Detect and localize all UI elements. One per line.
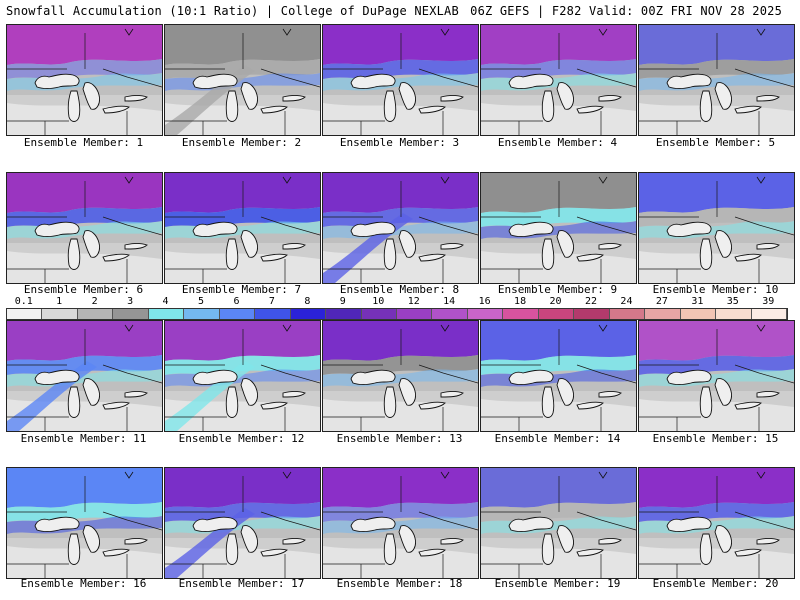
colorbar-tick-label: 5 xyxy=(197,296,205,307)
ensemble-map-panel xyxy=(164,24,321,136)
ensemble-map-panel xyxy=(480,320,637,432)
panel-label: Ensemble Member: 19 xyxy=(494,577,621,590)
colorbar-tick-label: 1 xyxy=(56,296,63,307)
colorbar-tick-label: 6 xyxy=(233,296,240,307)
panel-label: Ensemble Member: 6 xyxy=(23,283,144,296)
ensemble-map-panel xyxy=(480,24,637,136)
colorbar xyxy=(6,308,788,320)
ensemble-map-panel xyxy=(480,467,637,579)
colorbar-tick-label: 18 xyxy=(514,296,527,307)
colorbar-tick-label: 20 xyxy=(549,296,562,307)
ensemble-map-panel xyxy=(638,320,795,432)
colorbar-swatch xyxy=(113,309,149,319)
ensemble-map-panel xyxy=(164,467,321,579)
colorbar-tick-label: 22 xyxy=(584,296,598,307)
colorbar-swatch xyxy=(326,309,362,319)
panel-label: Ensemble Member: 11 xyxy=(20,432,147,445)
colorbar-tick-label: 2 xyxy=(91,296,98,307)
panel-label: Ensemble Member: 12 xyxy=(178,432,305,445)
panel-label: Ensemble Member: 14 xyxy=(494,432,621,445)
panel-label: Ensemble Member: 8 xyxy=(339,283,460,296)
panel-label: Ensemble Member: 10 xyxy=(652,283,779,296)
ensemble-map-panel xyxy=(6,320,163,432)
colorbar-swatch xyxy=(432,309,468,319)
colorbar-tick-label: 39 xyxy=(762,296,775,307)
panel-label: Ensemble Member: 13 xyxy=(336,432,463,445)
colorbar-tick-label: 4 xyxy=(162,296,169,307)
colorbar-tick-label: 27 xyxy=(655,296,668,307)
colorbar-swatch xyxy=(7,309,43,319)
colorbar-swatch xyxy=(538,309,575,319)
colorbar-tick-label: 0.1 xyxy=(14,296,33,307)
colorbar-swatch xyxy=(361,309,397,319)
panel-label: Ensemble Member: 1 xyxy=(23,136,144,149)
ensemble-map-panel xyxy=(6,24,163,136)
ensemble-map-panel xyxy=(638,172,795,284)
colorbar-tick-label: 12 xyxy=(407,296,420,307)
ensemble-map-panel xyxy=(6,467,163,579)
colorbar-tick-label: 16 xyxy=(478,296,491,307)
colorbar-swatch xyxy=(609,309,646,319)
colorbar-swatch xyxy=(77,309,114,319)
colorbar-swatch xyxy=(467,309,504,319)
colorbar-tick-label: 35 xyxy=(726,296,739,307)
ensemble-map-panel xyxy=(322,24,479,136)
panel-label: Ensemble Member: 7 xyxy=(181,283,302,296)
colorbar-swatch xyxy=(184,309,220,319)
panel-label: Ensemble Member: 17 xyxy=(178,577,305,590)
ensemble-map-panel xyxy=(164,320,321,432)
ensemble-map-panel xyxy=(6,172,163,284)
ensemble-map-panel xyxy=(638,24,795,136)
colorbar-swatch xyxy=(680,309,717,319)
colorbar-tick-label: 10 xyxy=(372,296,385,307)
ensemble-map-panel xyxy=(164,172,321,284)
colorbar-ticks: 0.1 1 2 3 4 5 6 7 8 9 10 12 14 16 18 20 22 24 27 31 35 39 xyxy=(6,296,786,308)
panel-label: Ensemble Member: 4 xyxy=(497,136,618,149)
colorbar-tick-label: 7 xyxy=(268,296,275,307)
colorbar-swatch xyxy=(148,309,185,319)
colorbar-tick-label: 24 xyxy=(620,296,633,307)
ensemble-map-panel xyxy=(322,320,479,432)
colorbar-swatch xyxy=(751,309,787,319)
panel-label: Ensemble Member: 3 xyxy=(339,136,460,149)
panel-label: Ensemble Member: 16 xyxy=(20,577,147,590)
colorbar-swatch xyxy=(219,309,256,319)
colorbar-swatch xyxy=(396,309,433,319)
colorbar-swatch xyxy=(255,309,291,319)
ensemble-map-panel xyxy=(322,172,479,284)
panel-label: Ensemble Member: 2 xyxy=(181,136,302,149)
colorbar-tick-label: 9 xyxy=(339,296,346,307)
colorbar-tick-label: 31 xyxy=(691,296,704,307)
colorbar-tick-label: 3 xyxy=(127,296,134,307)
panel-label: Ensemble Member: 18 xyxy=(336,577,463,590)
panel-label: Ensemble Member: 5 xyxy=(655,136,776,149)
right-title: 06Z GEFS | F282 Valid: 00Z FRI NOV 28 20… xyxy=(470,4,782,18)
panel-label: Ensemble Member: 15 xyxy=(652,432,779,445)
colorbar-swatch xyxy=(574,309,610,319)
colorbar-tick-label: 14 xyxy=(443,296,456,307)
colorbar-swatch xyxy=(645,309,681,319)
colorbar-swatch xyxy=(503,309,539,319)
left-title: Snowfall Accumulation (10:1 Ratio) | Col… xyxy=(6,4,459,18)
panel-label: Ensemble Member: 20 xyxy=(652,577,779,590)
colorbar-swatch xyxy=(42,309,78,319)
ensemble-map-panel xyxy=(480,172,637,284)
panel-label: Ensemble Member: 9 xyxy=(497,283,618,296)
colorbar-swatch xyxy=(290,309,327,319)
colorbar-swatch xyxy=(716,309,752,319)
ensemble-map-panel xyxy=(638,467,795,579)
ensemble-map-panel xyxy=(322,467,479,579)
colorbar-tick-label: 8 xyxy=(304,296,311,307)
